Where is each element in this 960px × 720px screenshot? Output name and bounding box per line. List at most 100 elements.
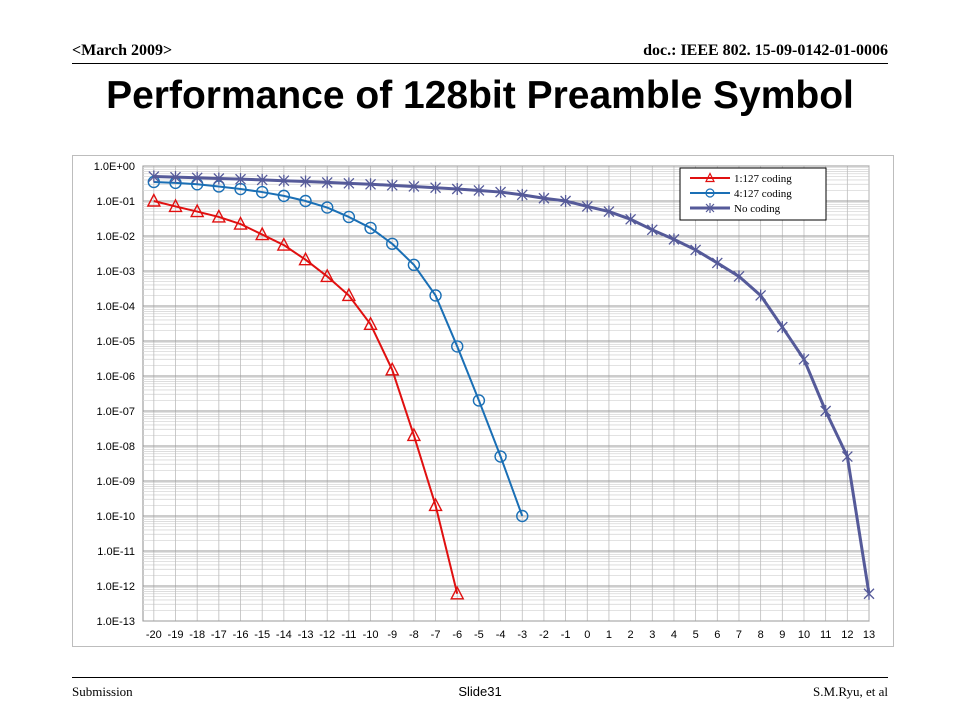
legend-marker-asterisk bbox=[705, 203, 715, 213]
y-tick-label: 1.0E-04 bbox=[96, 301, 135, 313]
data-point-triangle bbox=[428, 497, 443, 512]
legend-marker-triangle bbox=[705, 172, 715, 183]
data-point-asterisk bbox=[581, 200, 593, 213]
x-tick-label: -14 bbox=[276, 629, 292, 641]
data-point-circle bbox=[321, 201, 334, 214]
footer-divider bbox=[72, 677, 888, 678]
data-point-asterisk bbox=[408, 180, 420, 193]
y-tick-label: 1.0E-13 bbox=[96, 616, 135, 628]
data-point-asterisk bbox=[170, 171, 181, 184]
data-point-asterisk bbox=[343, 177, 355, 190]
x-tick-label: -15 bbox=[254, 629, 270, 641]
legend-label: No coding bbox=[734, 203, 781, 215]
series-line bbox=[153, 200, 459, 595]
data-point-asterisk bbox=[235, 173, 246, 186]
data-point-asterisk bbox=[191, 171, 203, 184]
data-point-asterisk bbox=[820, 405, 832, 417]
data-point-asterisk bbox=[430, 181, 442, 194]
y-tick-label: 1.0E-10 bbox=[96, 511, 135, 523]
data-point-circle bbox=[407, 258, 421, 272]
x-tick-label: -12 bbox=[319, 629, 335, 641]
data-point-asterisk bbox=[841, 450, 853, 463]
x-tick-label: 0 bbox=[584, 629, 590, 641]
data-point-circle bbox=[386, 237, 399, 250]
x-tick-label: -5 bbox=[474, 629, 484, 641]
data-point-asterisk bbox=[603, 205, 615, 218]
data-point-asterisk bbox=[495, 186, 507, 199]
data-point-asterisk bbox=[365, 178, 377, 191]
data-point-asterisk bbox=[711, 256, 723, 269]
x-tick-label: 10 bbox=[798, 629, 810, 641]
data-point-triangle bbox=[190, 203, 205, 218]
header-date: <March 2009> bbox=[72, 42, 173, 59]
data-point-asterisk bbox=[733, 270, 745, 283]
header-doc-id: doc.: IEEE 802. 15-09-0142-01-0006 bbox=[643, 42, 888, 59]
x-tick-label: -19 bbox=[168, 629, 184, 641]
data-point-asterisk bbox=[538, 192, 550, 205]
plot-area bbox=[142, 165, 870, 622]
data-point-circle bbox=[277, 189, 291, 203]
data-point-asterisk bbox=[278, 174, 290, 187]
x-tick-label: 4 bbox=[671, 629, 677, 641]
data-point-asterisk bbox=[213, 172, 225, 185]
data-point-asterisk bbox=[148, 170, 160, 183]
legend-label: 1:127 coding bbox=[734, 173, 792, 185]
x-tick-label: -8 bbox=[409, 629, 419, 641]
data-point-triangle bbox=[406, 427, 422, 442]
series-line bbox=[153, 175, 871, 594]
x-tick-label: -1 bbox=[561, 629, 571, 641]
x-tick-label: -4 bbox=[496, 629, 506, 641]
data-point-circle bbox=[364, 221, 377, 235]
data-point-circle bbox=[516, 509, 529, 523]
data-point-circle bbox=[342, 210, 356, 224]
x-tick-label: 2 bbox=[628, 629, 634, 641]
data-point-circle bbox=[494, 450, 507, 463]
data-point-circle bbox=[299, 194, 312, 208]
legend-marker-circle bbox=[705, 188, 715, 198]
series-line bbox=[153, 180, 524, 517]
x-tick-label: -7 bbox=[431, 629, 441, 641]
data-point-triangle bbox=[276, 237, 292, 251]
data-point-asterisk bbox=[560, 195, 572, 207]
data-point-asterisk bbox=[776, 321, 788, 334]
data-point-asterisk bbox=[321, 176, 333, 189]
x-tick-label: -6 bbox=[452, 629, 462, 641]
x-tick-label: -9 bbox=[387, 629, 397, 641]
x-tick-label: -10 bbox=[363, 629, 379, 641]
data-point-triangle bbox=[255, 226, 270, 241]
header-divider bbox=[72, 63, 888, 64]
x-tick-label: -2 bbox=[539, 629, 549, 641]
data-point-circle bbox=[472, 394, 486, 407]
data-point-asterisk bbox=[625, 213, 637, 226]
data-point-circle bbox=[451, 340, 464, 353]
data-point-asterisk bbox=[516, 188, 528, 201]
data-point-asterisk bbox=[300, 175, 311, 188]
data-point-triangle bbox=[320, 268, 335, 283]
y-tick-label: 1.0E-06 bbox=[96, 371, 135, 383]
data-point-triangle bbox=[211, 208, 227, 223]
x-tick-label: 12 bbox=[841, 629, 853, 641]
data-point-asterisk bbox=[256, 173, 268, 186]
x-tick-label: -11 bbox=[341, 629, 356, 641]
y-tick-label: 1.0E-09 bbox=[96, 476, 135, 488]
footer-slide-number: Slide31 bbox=[458, 684, 502, 699]
x-tick-label: 8 bbox=[758, 629, 764, 641]
y-tick-label: 1.0E-11 bbox=[97, 546, 135, 558]
chart-frame: 1.0E+00 1.0E-01 1.0E-02 1.0E-03 1.0E-04 1.0E-… bbox=[72, 155, 894, 647]
data-point-triangle bbox=[385, 361, 400, 376]
data-point-asterisk bbox=[690, 243, 702, 256]
y-tick-label: 1.0E-05 bbox=[96, 336, 135, 348]
y-tick-label: 1.0E-03 bbox=[96, 266, 135, 278]
x-tick-label: -3 bbox=[517, 629, 527, 641]
x-tick-label: 3 bbox=[649, 629, 655, 641]
data-point-asterisk bbox=[451, 183, 463, 196]
legend-label: 4:127 coding bbox=[734, 188, 792, 200]
y-tick-label: 1.0E-12 bbox=[96, 581, 135, 593]
data-point-triangle bbox=[298, 251, 313, 266]
x-tick-label: 6 bbox=[714, 629, 720, 641]
x-tick-label: 5 bbox=[693, 629, 699, 641]
x-tick-label: -17 bbox=[211, 629, 227, 641]
x-tick-label: 13 bbox=[863, 629, 875, 641]
data-point-asterisk bbox=[668, 233, 680, 246]
y-tick-label: 1.0E-01 bbox=[96, 196, 135, 208]
